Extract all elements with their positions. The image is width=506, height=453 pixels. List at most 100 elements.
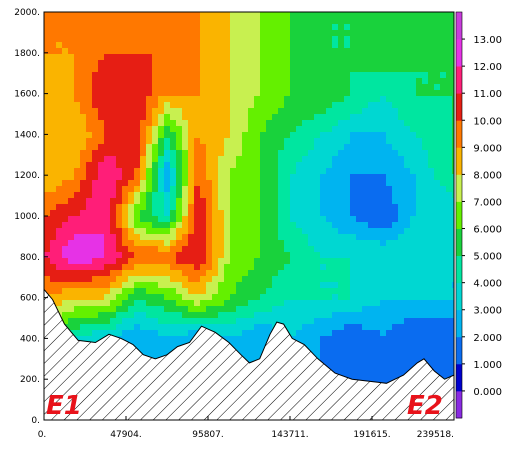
contour-cell — [62, 138, 69, 145]
contour-cell — [134, 60, 141, 67]
contour-cell — [80, 192, 87, 199]
contour-cell — [56, 294, 63, 301]
contour-cell — [326, 144, 333, 151]
contour-cell — [224, 12, 231, 19]
contour-cell — [266, 282, 273, 289]
contour-cell — [296, 138, 303, 145]
contour-cell — [362, 204, 369, 211]
contour-cell — [296, 192, 303, 199]
contour-cell — [332, 120, 339, 127]
contour-cell — [410, 288, 417, 295]
contour-cell — [146, 294, 153, 301]
contour-cell — [338, 174, 345, 181]
contour-cell — [170, 270, 177, 277]
contour-cell — [428, 210, 435, 217]
contour-cell — [326, 168, 333, 175]
contour-cell — [296, 108, 303, 115]
contour-cell — [344, 294, 351, 301]
contour-cell — [356, 114, 363, 121]
contour-cell — [152, 102, 159, 109]
contour-cell — [158, 294, 165, 301]
contour-cell — [164, 270, 171, 277]
contour-cell — [350, 60, 357, 67]
contour-cell — [398, 114, 405, 121]
contour-cell — [128, 36, 135, 43]
contour-cell — [248, 162, 255, 169]
contour-cell — [224, 246, 231, 253]
contour-cell — [242, 348, 249, 355]
contour-cell — [200, 162, 207, 169]
contour-cell — [116, 150, 123, 157]
contour-cell — [314, 96, 321, 103]
contour-cell — [272, 300, 279, 307]
contour-cell — [116, 42, 123, 49]
contour-cell — [254, 246, 261, 253]
contour-cell — [128, 198, 135, 205]
contour-cell — [206, 324, 213, 331]
contour-cell — [74, 150, 81, 157]
contour-cell — [128, 102, 135, 109]
contour-cell — [98, 12, 105, 19]
contour-cell — [374, 12, 381, 19]
contour-cell — [446, 108, 453, 115]
contour-cell — [74, 210, 81, 217]
contour-cell — [68, 150, 75, 157]
contour-cell — [164, 48, 171, 55]
contour-cell — [50, 258, 57, 265]
contour-cell — [212, 150, 219, 157]
contour-cell — [404, 216, 411, 223]
contour-cell — [248, 342, 255, 349]
contour-cell — [422, 204, 429, 211]
contour-cell — [62, 222, 69, 229]
contour-cell — [416, 60, 423, 67]
contour-cell — [224, 24, 231, 31]
contour-cell — [206, 168, 213, 175]
contour-cell — [380, 264, 387, 271]
contour-cell — [236, 270, 243, 277]
contour-cell — [134, 108, 141, 115]
contour-cell — [128, 234, 135, 241]
contour-cell — [230, 294, 237, 301]
contour-cell — [386, 150, 393, 157]
contour-cell — [416, 54, 423, 61]
contour-cell — [302, 246, 309, 253]
contour-cell — [92, 96, 99, 103]
contour-cell — [182, 102, 189, 109]
contour-cell — [446, 84, 453, 91]
contour-cell — [134, 114, 141, 121]
contour-cell — [446, 96, 453, 103]
contour-cell — [266, 210, 273, 217]
contour-cell — [158, 72, 165, 79]
contour-cell — [440, 66, 447, 73]
contour-cell — [278, 306, 285, 313]
contour-cell — [206, 114, 213, 121]
contour-cell — [182, 114, 189, 121]
contour-cell — [332, 108, 339, 115]
contour-cell — [224, 270, 231, 277]
contour-cell — [434, 48, 441, 55]
contour-cell — [152, 126, 159, 133]
contour-cell — [68, 186, 75, 193]
contour-cell — [332, 270, 339, 277]
contour-cell — [110, 300, 117, 307]
contour-cell — [242, 60, 249, 67]
contour-cell — [62, 72, 69, 79]
contour-cell — [278, 60, 285, 67]
contour-cell — [122, 162, 129, 169]
contour-cell — [332, 324, 339, 331]
contour-cell — [50, 132, 57, 139]
contour-cell — [440, 246, 447, 253]
contour-cell — [92, 318, 99, 325]
contour-cell — [152, 306, 159, 313]
contour-cell — [386, 366, 393, 373]
contour-cell — [80, 174, 87, 181]
contour-cell — [260, 84, 267, 91]
contour-cell — [122, 174, 129, 181]
contour-cell — [50, 234, 57, 241]
contour-cell — [284, 192, 291, 199]
contour-cell — [446, 342, 453, 349]
contour-cell — [308, 276, 315, 283]
contour-cell — [176, 30, 183, 37]
contour-cell — [398, 24, 405, 31]
contour-cell — [392, 234, 399, 241]
